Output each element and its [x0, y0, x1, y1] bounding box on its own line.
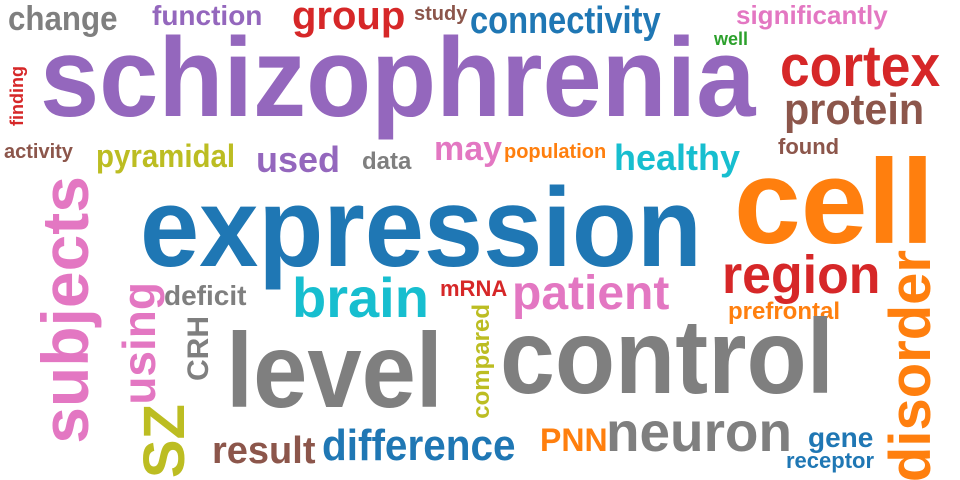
word-significantly: significantly	[736, 0, 888, 30]
word-connectivity: connectivity	[470, 0, 661, 42]
word-protein: protein	[784, 85, 925, 134]
word-cortex: cortex	[780, 34, 941, 99]
word-gene: gene	[808, 422, 874, 453]
word-crh: CRH	[182, 316, 215, 381]
word-result: result	[212, 430, 316, 472]
word-group: group	[292, 0, 406, 38]
word-level: level	[226, 312, 443, 430]
word-compared: compared	[468, 304, 495, 419]
word-function: function	[152, 0, 263, 31]
word-finding: finding	[7, 66, 27, 126]
word-sz: SZ	[132, 404, 197, 479]
word-pnn: PNN	[540, 422, 608, 458]
word-used: used	[256, 139, 341, 180]
word-schizophrenia: schizophrenia	[40, 15, 756, 140]
word-may: may	[434, 130, 503, 168]
word-region: region	[722, 245, 881, 305]
word-population: population	[504, 141, 607, 163]
word-change: change	[8, 0, 118, 38]
word-deficit: deficit	[164, 280, 247, 311]
word-receptor: receptor	[786, 448, 875, 473]
word-pyramidal: pyramidal	[96, 138, 236, 174]
word-activity: activity	[4, 141, 73, 163]
word-expression: expression	[140, 165, 702, 290]
word-prefrontal: prefrontal	[728, 298, 841, 325]
word-subjects: subjects	[28, 176, 102, 444]
word-mrna: mRNA	[440, 276, 508, 301]
word-found: found	[778, 134, 840, 159]
word-well: well	[714, 29, 749, 49]
word-study: study	[414, 3, 468, 25]
word-disorder: disorder	[878, 250, 943, 480]
word-patient: patient	[512, 267, 670, 320]
word-using: using	[113, 282, 165, 405]
word-control: control	[500, 298, 835, 416]
word-data: data	[362, 148, 412, 175]
word-cell: cell	[734, 135, 935, 269]
word-neuron: neuron	[606, 400, 792, 463]
word-healthy: healthy	[614, 137, 741, 178]
word-difference: difference	[322, 421, 516, 470]
word-brain: brain	[292, 266, 429, 329]
